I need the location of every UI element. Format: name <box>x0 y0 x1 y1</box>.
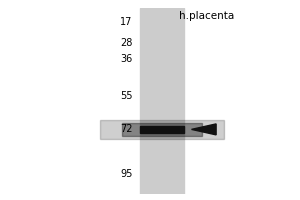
Bar <box>140 126 184 133</box>
Polygon shape <box>191 124 216 135</box>
Text: 28: 28 <box>120 38 133 48</box>
Bar <box>100 120 224 139</box>
Text: 72: 72 <box>120 124 133 134</box>
Text: 17: 17 <box>120 17 133 27</box>
Text: 95: 95 <box>120 169 133 179</box>
Bar <box>122 123 202 136</box>
Bar <box>140 8 184 194</box>
Text: h.placenta: h.placenta <box>179 11 234 21</box>
Text: 55: 55 <box>120 91 133 101</box>
Text: 36: 36 <box>120 54 133 64</box>
